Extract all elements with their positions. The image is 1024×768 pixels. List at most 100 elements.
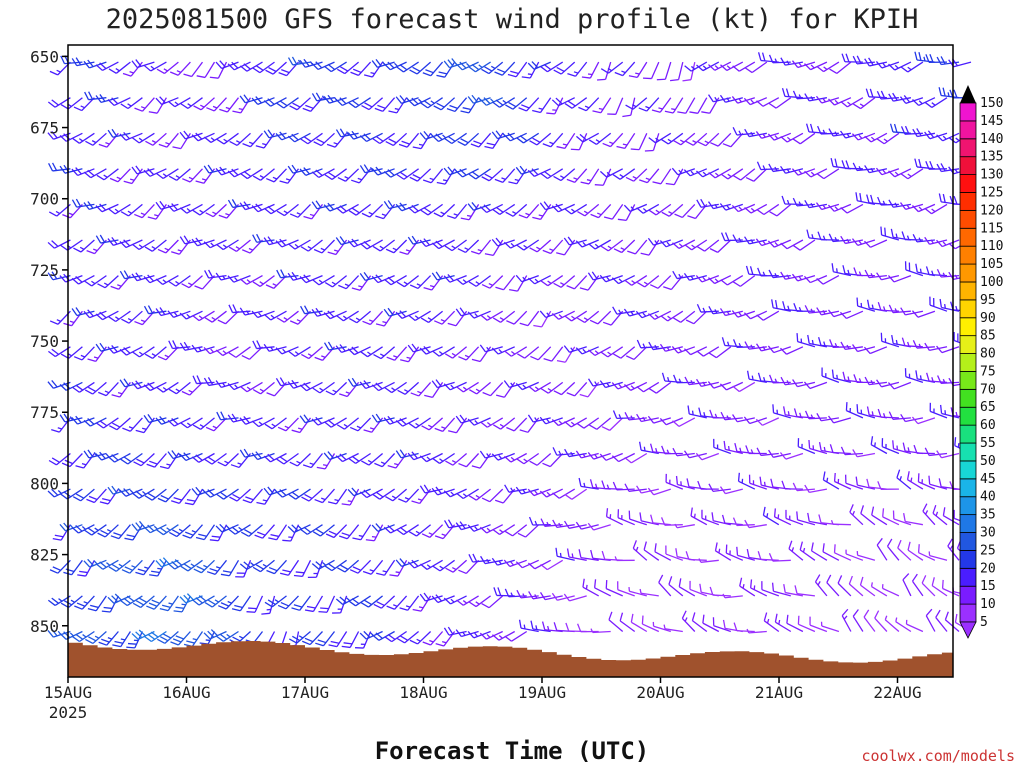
wind-barb (302, 453, 324, 469)
barb-shaft (270, 452, 287, 463)
wind-barb (479, 97, 503, 106)
wind-barb (400, 346, 420, 363)
barb-full (347, 240, 355, 248)
wind-barb (120, 203, 143, 217)
barb-full (231, 526, 240, 533)
barb-full (432, 565, 441, 572)
barb-full (371, 414, 378, 423)
wind-barb (347, 238, 371, 248)
barb-half (475, 281, 480, 285)
barb-shaft (357, 61, 372, 76)
barb-full (407, 561, 415, 569)
barb-full (443, 167, 451, 176)
barb-shaft (192, 488, 204, 505)
barb-shaft (510, 132, 527, 142)
barb-full (467, 96, 474, 104)
barb-full (483, 204, 491, 212)
barb-full (385, 496, 394, 502)
barb-half (404, 497, 410, 500)
barb-full (456, 386, 464, 393)
barb-shaft (126, 595, 143, 607)
barb-full (227, 275, 235, 283)
barb-shaft (138, 488, 155, 499)
barb-full (216, 243, 224, 251)
barb-full (51, 99, 59, 106)
barb-full (207, 630, 215, 638)
barb-shaft (414, 559, 431, 569)
barb-full (75, 307, 82, 315)
wind-barb (492, 97, 516, 108)
barb-shaft (89, 310, 107, 319)
wind-barb (372, 488, 395, 500)
barb-shaft (438, 346, 455, 357)
barb-shaft (438, 239, 455, 250)
barb-shaft (67, 239, 83, 251)
barb-full (482, 391, 491, 397)
barb-half (498, 560, 502, 565)
barb-half (475, 601, 480, 605)
barb-shaft (401, 203, 419, 212)
wind-barb (395, 202, 419, 212)
barb-shaft (137, 381, 155, 390)
barb-shaft (448, 524, 467, 529)
barb-shaft (306, 381, 323, 392)
barb-half (236, 140, 241, 144)
wind-barb (288, 346, 311, 357)
barb-shaft (150, 381, 167, 392)
wind-barb (479, 524, 503, 534)
barb-full (135, 429, 145, 434)
barb-half (175, 388, 180, 392)
barb-full (210, 629, 218, 637)
barb-full (312, 387, 321, 394)
barb-full (303, 167, 310, 175)
wind-barb (311, 275, 335, 286)
barb-full (263, 237, 270, 246)
barb-full (473, 140, 482, 145)
barb-full (108, 68, 117, 74)
barb-shaft (357, 417, 372, 432)
barb-full (52, 566, 61, 571)
barb-half (259, 281, 264, 285)
barb-full (207, 456, 216, 463)
barb-full (431, 487, 439, 496)
barb-full (159, 416, 166, 424)
wind-barb (87, 595, 107, 612)
wind-barb (432, 452, 455, 465)
barb-full (276, 269, 282, 278)
wind-barb (252, 233, 275, 243)
barb-full (492, 424, 502, 430)
barb-shaft (413, 452, 431, 461)
barb-full (375, 135, 384, 142)
barb-half (186, 422, 192, 427)
wind-barb (491, 346, 515, 355)
barb-shaft (488, 168, 504, 182)
wind-barb (266, 559, 287, 575)
barb-full (209, 567, 218, 572)
barb-half (174, 101, 179, 106)
barb-full (399, 607, 408, 611)
barb-full (435, 486, 442, 494)
wind-barb (420, 203, 443, 216)
barb-half (210, 242, 215, 247)
wind-barb (263, 97, 287, 107)
barb-shaft (165, 488, 179, 503)
barb-shaft (236, 239, 251, 252)
barb-half (69, 416, 74, 421)
wind-barb (444, 132, 467, 145)
barb-shaft (473, 203, 491, 211)
barb-full (361, 212, 371, 218)
barb-shaft (257, 452, 275, 461)
wind-barb (431, 132, 455, 143)
barb-full (267, 486, 274, 494)
barb-full (160, 494, 169, 500)
barb-full (481, 603, 490, 609)
barb-full (396, 281, 405, 288)
wind-barb (373, 346, 396, 360)
barb-shaft (369, 310, 384, 325)
barb-shaft (91, 524, 107, 536)
wind-barb (203, 132, 227, 143)
barb-full (447, 273, 455, 282)
barb-full (122, 72, 132, 77)
barb-full (300, 528, 308, 535)
barb-half (498, 635, 503, 639)
